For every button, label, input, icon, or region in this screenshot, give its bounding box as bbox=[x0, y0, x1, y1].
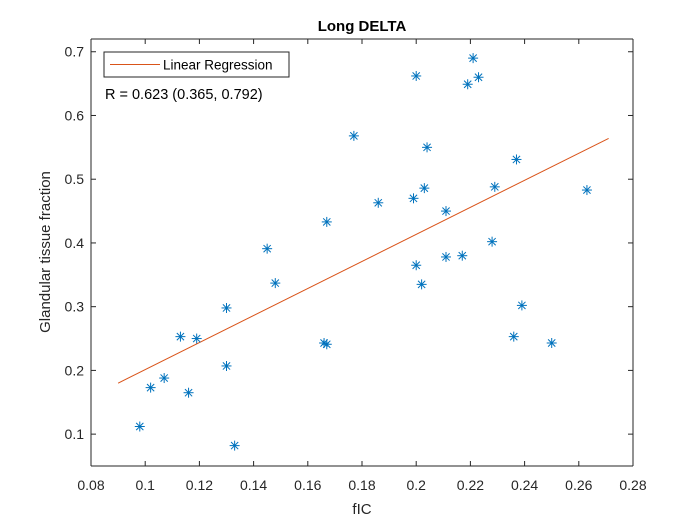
data-point-32 bbox=[511, 154, 522, 165]
y-tick-label: 0.4 bbox=[65, 235, 85, 251]
data-point-33 bbox=[516, 300, 527, 311]
data-point-25 bbox=[457, 250, 468, 261]
points-layer bbox=[134, 53, 592, 451]
y-tick-label: 0.3 bbox=[65, 299, 85, 315]
data-point-21 bbox=[419, 183, 430, 194]
data-point-11 bbox=[270, 278, 281, 289]
data-point-31 bbox=[508, 331, 519, 342]
ticks: 0.08 0.1 0.12 0.14 0.16 0.18 0.2 0.22 0.24 0.26 0.… bbox=[65, 39, 647, 493]
data-point-17 bbox=[408, 193, 419, 204]
data-point-13 bbox=[321, 339, 332, 350]
x-tick-label: 0.08 bbox=[77, 477, 104, 493]
data-point-6 bbox=[191, 333, 202, 344]
data-point-7 bbox=[221, 302, 232, 313]
data-point-1 bbox=[134, 421, 145, 432]
data-point-26 bbox=[462, 79, 473, 90]
data-point-2 bbox=[145, 382, 156, 393]
x-axis-label: fIC bbox=[352, 501, 371, 518]
data-point-18 bbox=[411, 70, 422, 81]
data-point-27 bbox=[468, 53, 479, 64]
x-tick-label: 0.24 bbox=[511, 477, 538, 493]
x-tick-label: 0.12 bbox=[186, 477, 213, 493]
data-point-20 bbox=[416, 279, 427, 290]
data-point-24 bbox=[441, 251, 452, 262]
data-point-9 bbox=[229, 440, 240, 451]
data-point-10 bbox=[262, 243, 273, 254]
y-axis-label: Glandular tissue fraction bbox=[37, 171, 54, 333]
data-point-35 bbox=[581, 185, 592, 196]
y-tick-label: 0.7 bbox=[65, 44, 85, 60]
chart-title: Long DELTA bbox=[318, 18, 407, 35]
data-point-23 bbox=[441, 206, 452, 217]
data-point-15 bbox=[348, 130, 359, 141]
x-tick-label: 0.2 bbox=[406, 477, 426, 493]
correlation-annotation: R = 0.623 (0.365, 0.792) bbox=[105, 87, 263, 103]
data-point-5 bbox=[183, 387, 194, 398]
data-point-30 bbox=[489, 181, 500, 192]
x-tick-label: 0.26 bbox=[565, 477, 592, 493]
data-point-29 bbox=[487, 236, 498, 247]
data-point-4 bbox=[175, 331, 186, 342]
data-point-28 bbox=[473, 72, 484, 83]
x-tick-label: 0.16 bbox=[294, 477, 321, 493]
y-tick-label: 0.5 bbox=[65, 171, 85, 187]
data-point-16 bbox=[373, 197, 384, 208]
x-tick-label: 0.22 bbox=[457, 477, 484, 493]
y-tick-label: 0.1 bbox=[65, 426, 85, 442]
x-tick-label: 0.14 bbox=[240, 477, 267, 493]
data-point-19 bbox=[411, 260, 422, 271]
data-point-22 bbox=[422, 142, 433, 153]
data-point-8 bbox=[221, 360, 232, 371]
data-point-14 bbox=[321, 216, 332, 227]
legend: Linear Regression bbox=[103, 51, 290, 78]
x-tick-label: 0.18 bbox=[348, 477, 375, 493]
x-tick-label: 0.1 bbox=[135, 477, 155, 493]
plot-area bbox=[91, 39, 633, 466]
y-tick-label: 0.6 bbox=[65, 107, 85, 123]
data-point-34 bbox=[546, 337, 557, 348]
data-point-3 bbox=[159, 373, 170, 384]
y-tick-label: 0.2 bbox=[65, 362, 85, 378]
x-tick-label: 0.28 bbox=[619, 477, 646, 493]
legend-entry-linear-regression: Linear Regression bbox=[163, 58, 273, 73]
